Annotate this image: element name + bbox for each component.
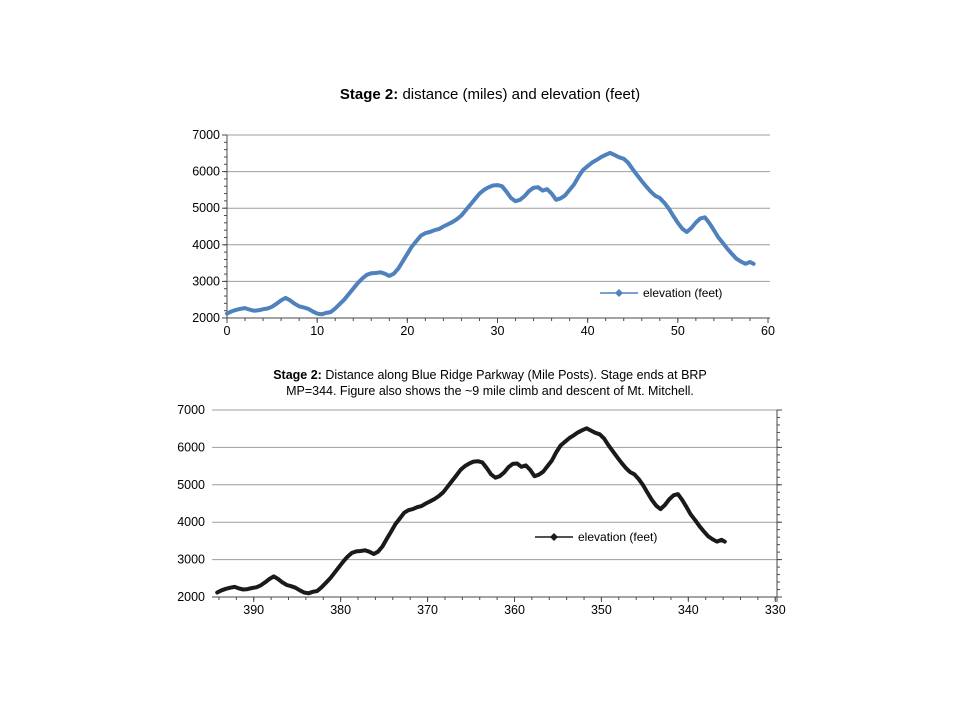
y-axis: 2000 3000 4000 5000 6000 7000 [177,403,782,604]
miles-chart-title-stage: Stage 2: [339,86,399,103]
x-tick-label: 10 [310,324,324,338]
legend: elevation (feet) [600,286,722,300]
legend-marker-icon [615,289,623,297]
mileposts-title-stage: Stage 2: [273,368,322,382]
mileposts-elevation-chart: 390 380 370 360 350 340 330 2000 3000 4000 5000 600… [177,403,786,617]
x-axis: 0 10 20 30 40 50 60 [224,317,775,338]
y-tick-label: 7000 [177,403,205,417]
x-tick-label: 0 [224,324,231,338]
mileposts-title-text1: Distance along Blue Ridge Parkway (Mile … [321,368,707,382]
x-tick-label: 330 [765,603,786,617]
mileposts-title-line2: MP=344. Figure also shows the ~9 mile cl… [286,384,694,398]
legend: elevation (feet) [535,530,657,544]
gridlines [212,409,777,561]
legend-label: elevation (feet) [578,530,657,544]
y-tick-label: 6000 [192,165,220,179]
x-tick-label: 390 [243,603,264,617]
y-tick-label: 4000 [192,238,220,252]
mileposts-title-line1: Stage 2: Distance along Blue Ridge Parkw… [150,367,830,383]
miles-chart-title: Stage 2: distance (miles) and elevation … [180,86,800,103]
legend-label: elevation (feet) [643,286,722,300]
elevation-line [225,150,756,317]
y-tick-label: 4000 [177,515,205,529]
y-tick-label: 2000 [177,590,205,604]
x-tick-label: 360 [504,603,525,617]
x-tick-label: 350 [591,603,612,617]
x-tick-label: 20 [400,324,414,338]
x-tick-label: 40 [581,324,595,338]
y-tick-label: 3000 [192,274,220,288]
x-tick-label: 30 [491,324,505,338]
x-tick-label: 60 [761,324,775,338]
x-tick-label: 370 [417,603,438,617]
elevation-line [215,426,727,596]
miles-chart-title-text: distance (miles) and elevation (feet) [398,86,641,103]
x-tick-label: 380 [330,603,351,617]
y-tick-label: 5000 [192,201,220,215]
x-axis: 390 380 370 360 350 340 330 [212,596,786,617]
y-axis: 2000 3000 4000 5000 6000 7000 [192,128,228,325]
y-tick-label: 2000 [192,311,220,325]
mileposts-chart-title: Stage 2: Distance along Blue Ridge Parkw… [150,367,830,399]
y-tick-label: 6000 [177,440,205,454]
y-tick-label: 5000 [177,478,205,492]
legend-marker-icon [550,533,558,541]
miles-elevation-chart: 0 10 20 30 40 50 60 2000 3000 4000 5000 6000 7000 ele… [192,128,775,338]
x-tick-label: 340 [678,603,699,617]
gridlines [227,134,770,282]
x-tick-label: 50 [671,324,685,338]
y-tick-label: 7000 [192,128,220,142]
y-tick-label: 3000 [177,553,205,567]
